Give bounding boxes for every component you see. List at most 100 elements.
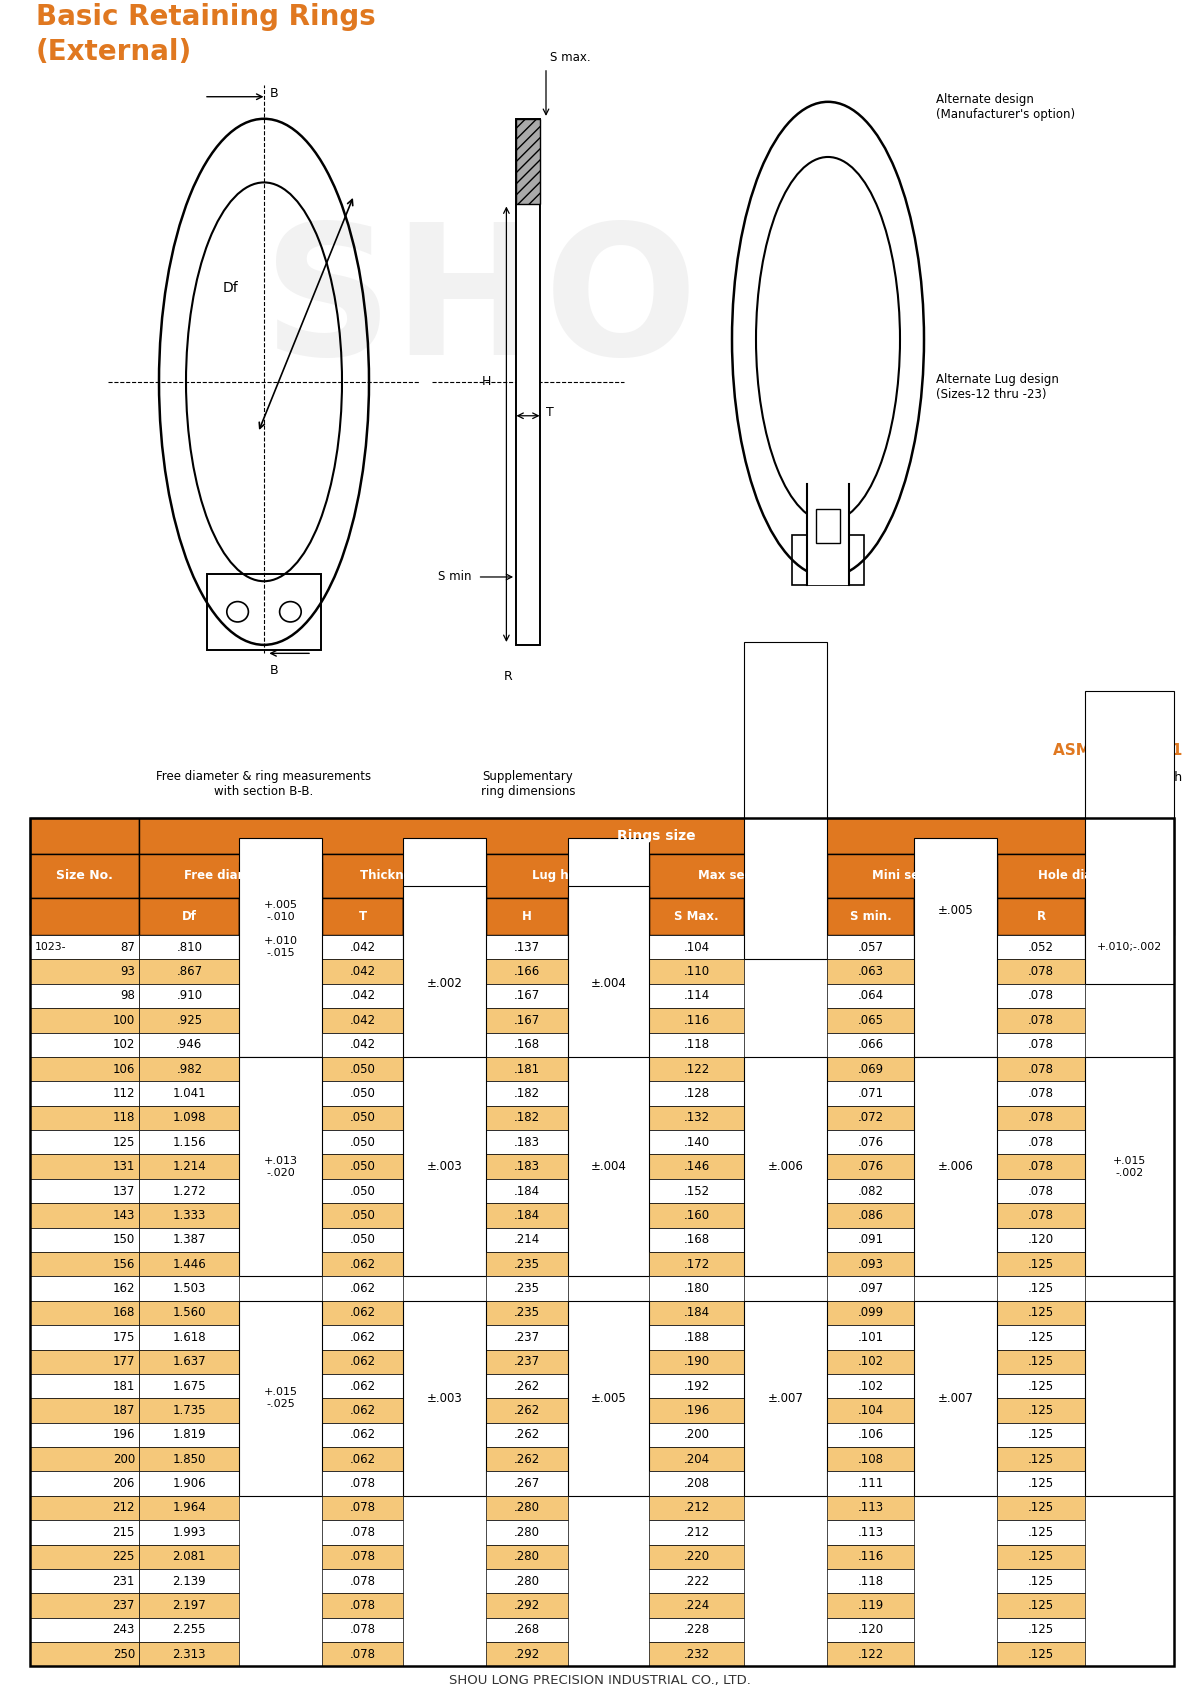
Bar — [649, 1276, 744, 1302]
Bar — [827, 1448, 914, 1471]
Text: .125: .125 — [1028, 1551, 1054, 1563]
Text: .184: .184 — [514, 1208, 540, 1222]
Bar — [139, 935, 239, 959]
Bar — [744, 1057, 827, 1276]
Bar — [30, 1349, 139, 1375]
Bar — [30, 1544, 139, 1570]
Bar — [827, 1057, 914, 1081]
Bar — [486, 1422, 568, 1448]
Text: Tol.: Tol. — [596, 910, 620, 923]
Bar — [649, 1617, 744, 1643]
Text: 177: 177 — [113, 1356, 134, 1368]
Text: .108: .108 — [858, 1453, 883, 1466]
Text: .183: .183 — [514, 1161, 540, 1173]
Text: .066: .066 — [858, 1039, 883, 1050]
Bar — [486, 1154, 568, 1179]
Bar — [649, 1057, 744, 1081]
Bar — [322, 1375, 403, 1398]
Text: .120: .120 — [858, 1624, 883, 1636]
Text: T: T — [359, 910, 367, 923]
Bar — [997, 1643, 1085, 1666]
Text: +.010;-.002: +.010;-.002 — [1097, 942, 1162, 952]
Text: .078: .078 — [1028, 1088, 1054, 1100]
Bar — [997, 1276, 1085, 1302]
Text: 1.041: 1.041 — [173, 1088, 206, 1100]
Bar — [649, 1349, 744, 1375]
Text: .125: .125 — [1028, 1599, 1054, 1612]
Bar — [239, 898, 322, 935]
Text: .224: .224 — [684, 1599, 710, 1612]
Bar — [827, 1521, 914, 1544]
Text: 196: 196 — [113, 1429, 134, 1441]
Bar — [914, 1057, 997, 1276]
Text: .050: .050 — [350, 1208, 376, 1222]
Bar — [139, 1521, 239, 1544]
Bar — [486, 1008, 568, 1032]
Bar — [486, 1276, 568, 1302]
Bar — [649, 1593, 744, 1617]
Bar — [322, 1057, 403, 1081]
Bar — [827, 1398, 914, 1422]
Text: 1.964: 1.964 — [173, 1502, 206, 1514]
Text: .104: .104 — [858, 1403, 883, 1417]
Text: .125: .125 — [1028, 1307, 1054, 1320]
Bar — [239, 1302, 322, 1495]
Bar — [139, 1008, 239, 1032]
Text: .118: .118 — [858, 1575, 883, 1588]
Text: 1.850: 1.850 — [173, 1453, 206, 1466]
Bar — [486, 1252, 568, 1276]
Bar — [568, 886, 649, 1081]
Bar — [322, 1349, 403, 1375]
Bar — [322, 1302, 403, 1325]
Text: 118: 118 — [113, 1112, 134, 1125]
Text: 2.255: 2.255 — [173, 1624, 206, 1636]
Bar — [322, 1643, 403, 1666]
Bar — [322, 1130, 403, 1154]
Bar — [568, 1302, 649, 1495]
Bar — [827, 898, 914, 935]
Bar — [1085, 898, 1174, 935]
Bar — [322, 898, 403, 935]
Text: .102: .102 — [858, 1356, 883, 1368]
Text: .188: .188 — [684, 1330, 709, 1344]
Bar — [827, 1495, 914, 1521]
Bar — [649, 1130, 744, 1154]
Bar — [486, 935, 568, 959]
Bar — [322, 1617, 403, 1643]
Text: .078: .078 — [349, 1648, 376, 1661]
Bar — [997, 1398, 1085, 1422]
Text: 156: 156 — [113, 1257, 134, 1271]
Bar — [649, 935, 744, 959]
Bar — [139, 1057, 239, 1081]
Bar — [568, 838, 649, 959]
Bar — [827, 1422, 914, 1448]
Bar — [997, 1154, 1085, 1179]
Bar — [744, 1302, 827, 1495]
Text: .262: .262 — [514, 1380, 540, 1393]
Bar — [322, 1106, 403, 1130]
Bar — [322, 1276, 403, 1302]
Text: .062: .062 — [349, 1453, 376, 1466]
Bar — [139, 1106, 239, 1130]
Bar — [403, 886, 486, 1081]
Text: 100: 100 — [113, 1013, 134, 1027]
Text: .062: .062 — [349, 1429, 376, 1441]
Text: .125: .125 — [1028, 1281, 1054, 1295]
Bar — [649, 1203, 744, 1227]
Bar — [139, 1032, 239, 1057]
Bar — [649, 1398, 744, 1422]
Bar — [322, 1252, 403, 1276]
Bar — [649, 984, 744, 1008]
Bar — [997, 1130, 1085, 1154]
Text: 1.387: 1.387 — [173, 1234, 206, 1246]
Bar — [649, 1106, 744, 1130]
Text: .128: .128 — [684, 1088, 709, 1100]
Bar — [30, 1495, 139, 1521]
Bar — [997, 1325, 1085, 1349]
Text: .076: .076 — [858, 1161, 883, 1173]
Text: S min.: S min. — [850, 910, 892, 923]
Bar — [649, 959, 744, 984]
Bar — [486, 1570, 568, 1593]
Text: 206: 206 — [113, 1476, 134, 1490]
Text: Df: Df — [182, 910, 197, 923]
